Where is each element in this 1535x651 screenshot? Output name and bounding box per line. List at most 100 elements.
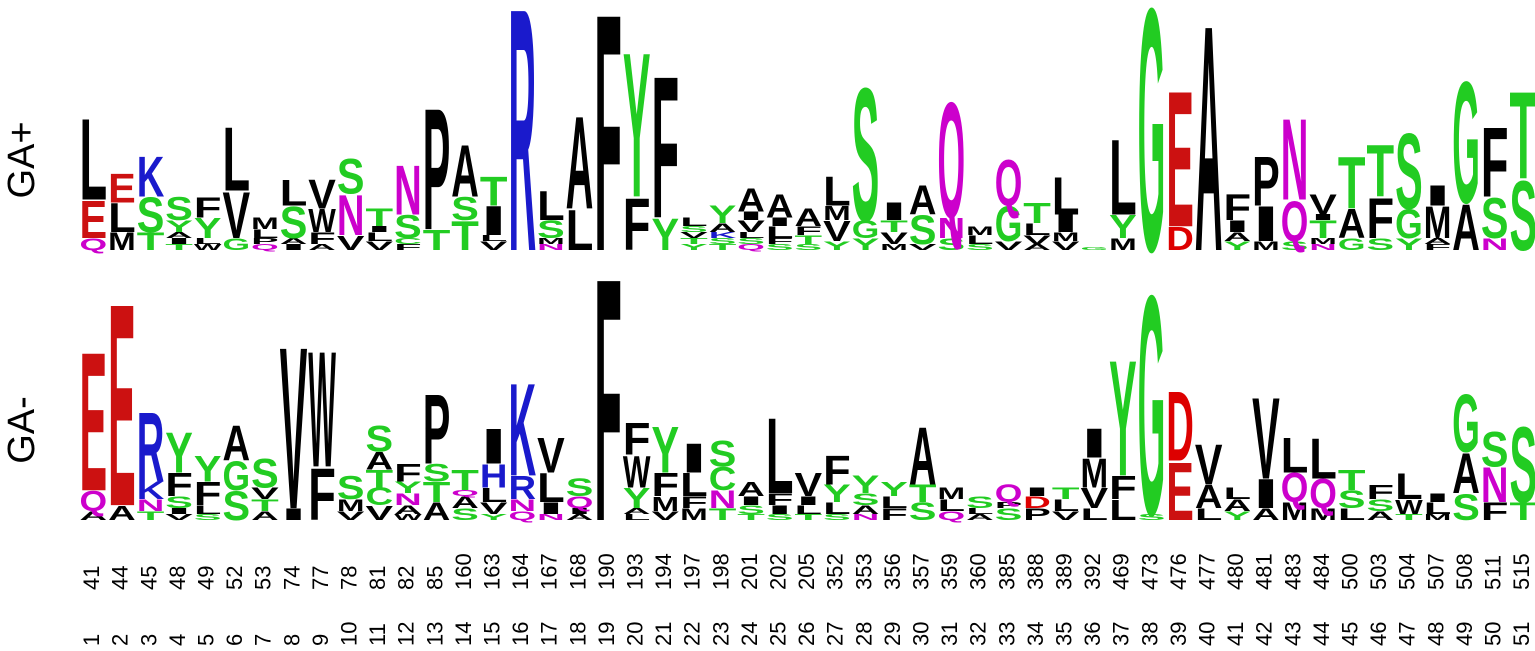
logo-letter: T [709,243,737,252]
logo-letter: L [1338,505,1366,523]
logo-letter: F [1224,187,1252,228]
logo-letter: I [1052,210,1080,238]
logo-letter: F [308,229,336,247]
logo-letter: E [1166,50,1194,268]
logo-letter: S [1138,513,1166,522]
index-label: 43 [1280,622,1305,646]
index-label: 19 [594,622,619,646]
logo-letter: S [337,149,365,204]
logo-letter: L [223,109,251,211]
position-label: 53 [251,566,276,590]
logo-letter: T [1023,197,1051,230]
logo-letter: V [1023,233,1051,247]
position-label: 507 [1423,553,1448,590]
logo-letter: L [938,496,966,514]
logo-letter: T [1367,129,1395,213]
logo-letter: S [680,225,708,234]
logo-letter: N [394,490,422,508]
logo-letter: Q [251,243,279,252]
index-label: 46 [1366,622,1391,646]
logo-letter: Y [823,239,851,253]
logo-letter: M [1252,239,1280,253]
logo-letter: N [537,513,565,522]
logo-letter: D [1023,493,1051,511]
position-label: 359 [937,553,962,590]
logo-letter: S [1510,161,1535,272]
index-label: 22 [680,622,705,646]
logo-letter: S [451,190,479,227]
logo-letter: V [1195,433,1223,497]
position-label: 476 [1166,553,1191,590]
logo-letter: A [566,89,594,237]
index-label: 27 [823,622,848,646]
logo-letter: G [223,454,251,500]
logo-letter: A [737,478,765,501]
logo-letter: Q [938,67,966,252]
logo-letter: C [394,237,422,246]
logo-letter: S [766,243,794,252]
logo-letter: E [108,243,136,566]
index-label: 39 [1166,622,1191,646]
logo-letter: V [337,232,365,255]
logo-letter: M [1424,198,1452,248]
logo-letter: T [1510,498,1535,526]
logo-letter: I [165,507,193,516]
logo-letter: I [480,419,508,474]
logo-letter: T [880,217,908,235]
logo-letter: V [337,509,365,523]
logo-letter: L [766,223,794,241]
logo-letter: G [223,235,251,253]
logo-letter: A [1224,230,1252,244]
position-label: 205 [794,553,819,590]
logo-letter: M [108,228,136,256]
index-label: 14 [451,622,476,646]
logo-letter: S [909,207,937,253]
logo-letter: S [394,208,422,245]
logo-letter: F [394,243,422,252]
logo-letter: M [938,484,966,502]
logo-letter: Q [1281,465,1309,511]
logo-letter: A [766,188,794,225]
logo-letter: S [995,505,1023,523]
logo-letter: V [880,229,908,247]
logo-letter: S [966,243,994,252]
logo-letter: L [1195,505,1223,523]
logo-letter: N [537,243,565,252]
index-label: 42 [1252,622,1277,646]
logo-letter: M [1052,230,1080,244]
index-label: 20 [623,622,648,646]
logo-letter: C [709,460,737,497]
logo-letter: I [737,209,765,223]
logo-letter: L [1224,484,1252,502]
logo-letter: F [1367,481,1395,504]
position-label: 201 [737,553,762,590]
logo-letter: G [1138,231,1166,581]
position-label: 515 [1509,553,1534,590]
index-label: 4 [165,634,190,646]
logo-letter: N [337,183,365,247]
index-label: 26 [794,622,819,646]
logo-letter: L [823,169,851,215]
logo-letter: S [823,513,851,522]
logo-letter: S [423,459,451,487]
logo-letter: A [423,498,451,526]
position-label: 360 [966,553,991,590]
logo-letter: F [680,493,708,511]
logo-letter: I [766,503,794,517]
position-label: 194 [651,553,676,590]
index-label: 1 [79,634,104,646]
logo-letter: I [737,494,765,508]
position-label: 163 [480,553,505,590]
logo-letter: Q [995,480,1023,508]
index-label: 49 [1452,622,1477,646]
logo-letter: R [137,393,165,504]
logo-letter: T [1510,66,1535,205]
logo-letter: A [251,509,279,523]
logo-letter: Y [652,412,680,486]
logo-letter: P [995,501,1023,510]
logo-letter: V [1309,188,1337,221]
logo-letter: V [909,243,937,252]
logo-letter: T [137,509,165,523]
logo-letter: Y [680,243,708,252]
logo-letter: N [709,486,737,514]
